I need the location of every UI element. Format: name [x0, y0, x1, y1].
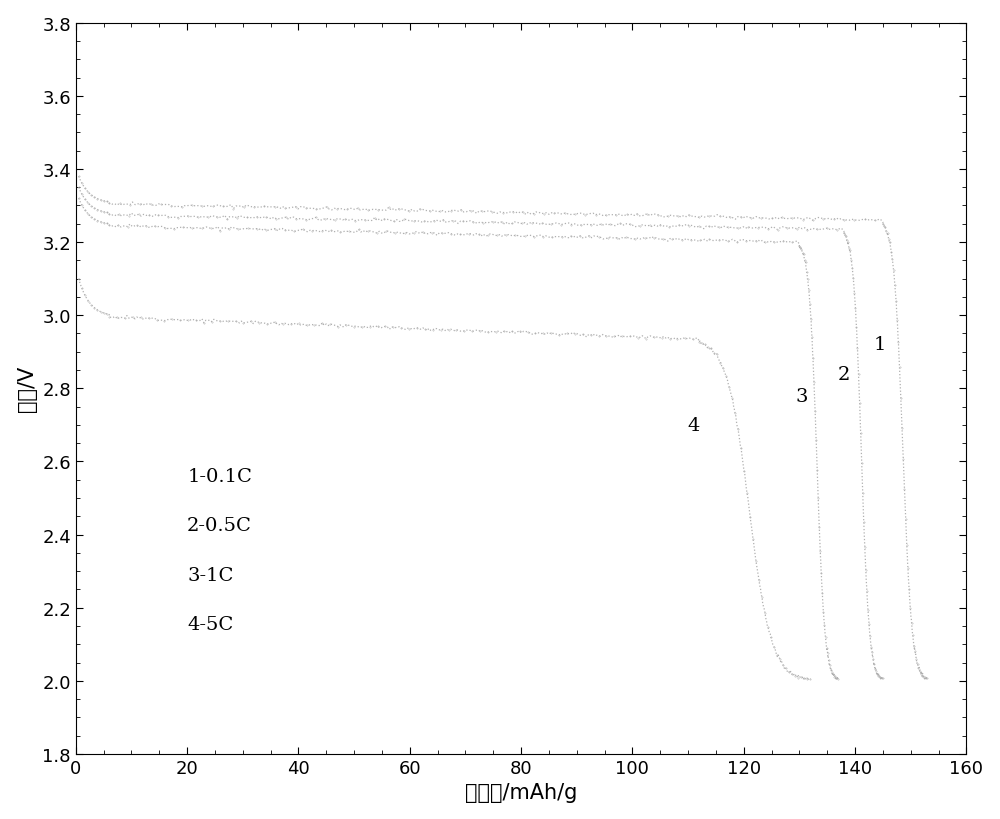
Text: 3-1C: 3-1C [187, 566, 234, 584]
Text: 3: 3 [796, 387, 808, 405]
Text: 4-5C: 4-5C [187, 615, 233, 633]
Text: 1-0.1C: 1-0.1C [187, 468, 252, 486]
Text: 4: 4 [687, 416, 700, 434]
Y-axis label: 电压/V: 电压/V [17, 366, 37, 412]
X-axis label: 比容量/mAh/g: 比容量/mAh/g [465, 782, 577, 803]
Text: 2-0.5C: 2-0.5C [187, 517, 252, 535]
Text: 2: 2 [838, 365, 850, 383]
Text: 1: 1 [874, 336, 886, 354]
